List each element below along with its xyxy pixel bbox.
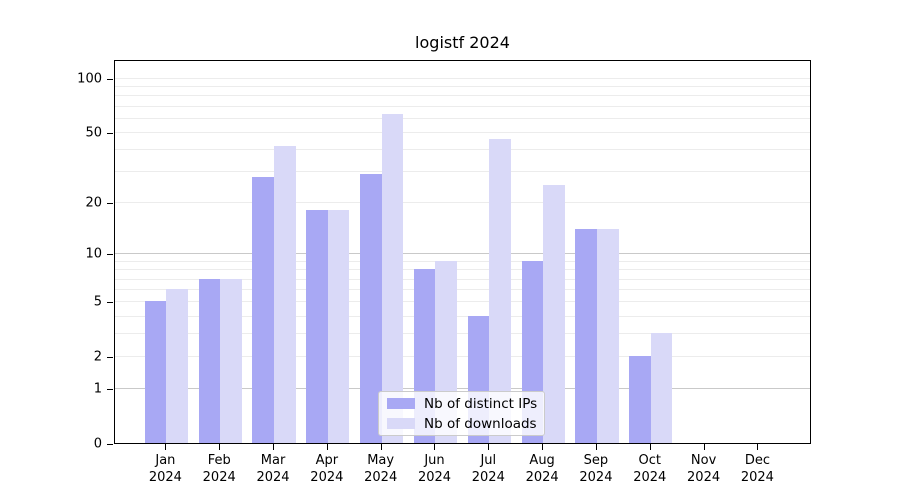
gridline-3 [115, 333, 810, 335]
y-tick-label-20: 20 [85, 195, 102, 211]
legend: Nb of distinct IPs Nb of downloads [378, 391, 545, 436]
x-tick-mark-jan [165, 444, 167, 450]
legend-swatch-downloads [387, 418, 415, 429]
y-tick-label-10: 10 [85, 246, 102, 262]
bar-mar-distinct-ips [252, 176, 275, 443]
x-tick-label-jan: Jan 2024 [148, 453, 182, 485]
gridline-4 [115, 315, 810, 317]
bar-oct-downloads [650, 333, 673, 443]
x-tick-label-jun: Jun 2024 [417, 453, 452, 485]
gridline-major-1 [115, 388, 810, 390]
x-tick-mark-mar [273, 444, 275, 450]
y-tick-mark-1 [107, 388, 113, 390]
bar-mar-downloads [274, 145, 296, 443]
chart-title: logistf 2024 [415, 33, 510, 52]
gridline-70 [115, 105, 810, 107]
legend-swatch-distinct-ips [387, 398, 415, 409]
x-tick-label-sep: Sep 2024 [579, 453, 613, 485]
gridline-80 [115, 95, 810, 97]
x-tick-mark-feb [219, 444, 221, 450]
x-tick-mark-sep [595, 444, 597, 450]
y-tick-mark-10 [107, 253, 113, 255]
legend-item-downloads: Nb of downloads [387, 416, 544, 432]
bar-feb-distinct-ips [198, 278, 221, 443]
x-tick-mark-aug [542, 444, 544, 450]
x-tick-label-jul: Jul 2024 [471, 453, 505, 485]
bar-apr-downloads [327, 210, 350, 443]
gridline-40 [115, 149, 810, 151]
legend-label-downloads: Nb of downloads [424, 415, 537, 432]
plot-area [114, 60, 811, 444]
x-tick-mark-jun [434, 444, 436, 450]
x-tick-mark-apr [326, 444, 328, 450]
bar-feb-downloads [220, 278, 242, 443]
gridline-2 [115, 356, 810, 358]
y-tick-mark-5 [107, 301, 113, 303]
x-tick-mark-nov [703, 444, 705, 450]
x-tick-mark-jul [488, 444, 490, 450]
y-tick-label-0: 0 [93, 436, 102, 452]
gridline-20 [115, 202, 810, 204]
x-tick-label-may: May 2024 [364, 453, 398, 485]
gridline-30 [115, 171, 810, 173]
gridline-90 [115, 86, 810, 88]
gridline-100 [115, 78, 810, 80]
gridline-7 [115, 278, 810, 280]
gridline-8 [115, 269, 810, 271]
y-tick-mark-0 [107, 443, 113, 445]
gridline-60 [115, 117, 810, 119]
gridline-6 [115, 289, 810, 291]
x-tick-mark-oct [649, 444, 651, 450]
bar-aug-downloads [543, 185, 565, 443]
bar-may-distinct-ips [360, 174, 382, 443]
bar-may-downloads [381, 114, 404, 443]
y-tick-label-2: 2 [93, 349, 102, 365]
y-tick-label-5: 5 [93, 294, 102, 310]
x-tick-label-dec: Dec 2024 [740, 453, 774, 485]
bar-sep-downloads [596, 228, 619, 443]
y-tick-label-1: 1 [93, 381, 102, 397]
x-tick-mark-dec [757, 444, 759, 450]
y-tick-mark-50 [107, 132, 113, 134]
gridline-5 [115, 301, 810, 303]
bar-jul-downloads [489, 138, 511, 443]
y-tick-mark-20 [107, 202, 113, 204]
y-tick-mark-2 [107, 356, 113, 358]
bar-sep-distinct-ips [575, 228, 597, 443]
gridline-major-10 [115, 253, 810, 255]
legend-item-distinct-ips: Nb of distinct IPs [387, 396, 544, 412]
legend-label-distinct-ips: Nb of distinct IPs [424, 395, 538, 412]
y-tick-label-50: 50 [85, 125, 102, 141]
x-tick-label-apr: Apr 2024 [310, 453, 344, 485]
x-tick-label-mar: Mar 2024 [256, 453, 290, 485]
x-tick-label-oct: Oct 2024 [633, 453, 667, 485]
gridline-50 [115, 132, 810, 134]
x-tick-mark-may [380, 444, 382, 450]
y-tick-mark-100 [107, 78, 113, 80]
bar-apr-distinct-ips [306, 210, 328, 443]
bar-jan-distinct-ips [144, 301, 167, 443]
x-tick-label-nov: Nov 2024 [687, 453, 721, 485]
bar-oct-distinct-ips [629, 356, 651, 443]
y-tick-label-100: 100 [77, 71, 102, 87]
bar-jan-downloads [166, 289, 188, 443]
gridline-9 [115, 260, 810, 262]
x-tick-label-aug: Aug 2024 [525, 453, 559, 485]
x-tick-label-feb: Feb 2024 [202, 453, 236, 485]
